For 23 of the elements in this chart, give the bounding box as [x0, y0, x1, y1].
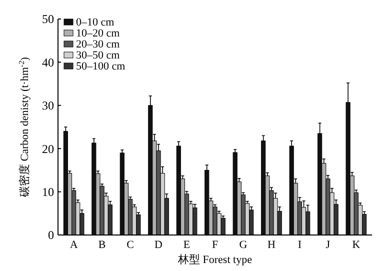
y-tick-label: 40	[42, 55, 54, 70]
x-tick-label: I	[298, 239, 302, 251]
y-tick-label: 20	[42, 142, 54, 156]
x-tick-label: F	[212, 239, 218, 251]
x-tick-label: B	[98, 239, 106, 251]
legend-label: 30–50 cm	[76, 50, 120, 62]
x-tick-label: D	[154, 239, 163, 251]
x-axis-title: 林型 Forest type	[177, 253, 252, 266]
y-tick-label: 50	[42, 12, 54, 26]
legend-label: 0–10 cm	[76, 16, 115, 28]
y-tick-label: 30	[42, 98, 54, 113]
x-tick-label: G	[239, 239, 248, 251]
x-tick-label: E	[183, 239, 190, 251]
x-tick-label: J	[326, 239, 331, 251]
y-tick-label: 0	[48, 228, 54, 242]
legend-label: 10–20 cm	[76, 28, 120, 40]
x-tick-label: K	[352, 239, 360, 251]
x-tick-label: C	[126, 239, 134, 251]
x-tick-label: A	[70, 239, 78, 251]
legend-label: 20–30 cm	[76, 38, 120, 50]
y-tick-label: 10	[42, 185, 54, 199]
legend-label: 50–100 cm	[76, 60, 126, 72]
x-tick-label: H	[268, 239, 276, 251]
